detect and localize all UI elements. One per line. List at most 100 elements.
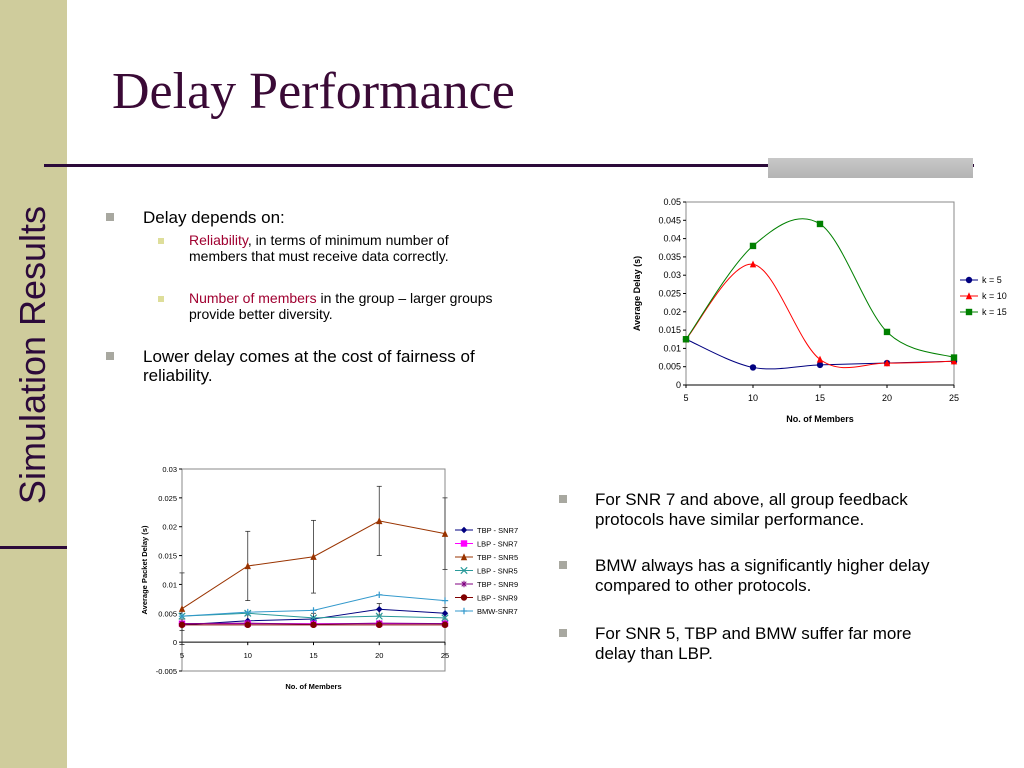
data-point xyxy=(441,597,449,604)
y-tick-label: 0.01 xyxy=(162,580,177,589)
highlight-reliability: Reliability xyxy=(189,232,248,248)
plot-frame xyxy=(181,468,446,672)
legend-label: LBP - SNR7 xyxy=(477,540,518,549)
y-tick-label: 0.03 xyxy=(663,270,681,280)
data-point xyxy=(376,621,383,629)
data-point xyxy=(178,621,186,629)
legend-label: k = 15 xyxy=(982,307,1007,317)
sidebar-rule xyxy=(0,546,67,549)
x-tick-label: 5 xyxy=(180,651,184,660)
data-point xyxy=(883,359,891,367)
bullet-snr5: For SNR 5, TBP and BMW suffer far more xyxy=(595,624,912,643)
y-tick-label: 0.015 xyxy=(658,325,681,335)
legend-label: TBP - SNR9 xyxy=(477,580,518,589)
data-point xyxy=(441,614,449,622)
x-tick-label: 25 xyxy=(949,393,959,403)
legend-label: LBP - SNR5 xyxy=(477,567,518,576)
sub-bullet-members-line2: provide better diversity. xyxy=(189,306,333,322)
legend-label: LBP - SNR9 xyxy=(477,594,518,603)
bullet-marker-icon xyxy=(106,352,114,360)
legend-label: BMW-SNR7 xyxy=(477,607,518,616)
data-point xyxy=(749,364,757,371)
legend-swatch-marker xyxy=(460,607,468,615)
data-point xyxy=(376,606,383,613)
y-tick-label: 0.02 xyxy=(663,307,681,317)
data-point xyxy=(441,529,449,537)
data-point xyxy=(244,562,251,570)
legend-swatch-marker xyxy=(965,308,973,316)
y-tick-label: 0 xyxy=(676,380,681,390)
x-tick-label: 15 xyxy=(309,651,317,660)
data-point xyxy=(883,328,891,336)
y-tick-label: 0.035 xyxy=(658,252,681,262)
corner-decoration xyxy=(768,158,973,178)
legend-swatch-marker xyxy=(460,526,468,534)
y-tick-label: 0 xyxy=(173,638,177,647)
legend-swatch-marker xyxy=(460,594,468,601)
highlight-members: Number of members xyxy=(189,290,317,306)
legend-swatch-marker xyxy=(460,580,468,588)
legend-swatch-marker xyxy=(965,276,973,284)
bullet-marker-icon xyxy=(559,495,567,503)
bullet-marker-icon xyxy=(559,561,567,569)
bullet-bmw-line2: compared to other protocols. xyxy=(595,576,812,595)
sidebar: Simulation Results xyxy=(0,0,67,768)
y-tick-label: 0.03 xyxy=(162,465,177,474)
data-point xyxy=(244,621,251,629)
bullet-marker-icon xyxy=(106,213,114,221)
bullet-snr5-line2: delay than LBP. xyxy=(595,644,713,663)
y-tick-label: 0.025 xyxy=(158,494,177,503)
y-tick-label: 0.05 xyxy=(663,197,681,207)
legend-swatch-marker xyxy=(460,566,468,575)
data-point xyxy=(749,242,757,250)
x-axis-label: No. of Members xyxy=(285,682,341,691)
y-tick-label: 0.005 xyxy=(658,362,681,372)
y-tick-label: 0.015 xyxy=(158,552,177,561)
y-tick-label: 0.01 xyxy=(663,343,681,353)
x-tick-label: 25 xyxy=(441,651,449,660)
legend-swatch-marker xyxy=(460,553,468,561)
data-point xyxy=(309,614,318,622)
x-tick-label: 10 xyxy=(748,393,758,403)
legend-swatch-marker xyxy=(965,292,973,300)
bullet-snr7: For SNR 7 and above, all group feedback xyxy=(595,490,908,509)
legend-swatch-marker xyxy=(460,540,468,547)
y-tick-label: 0.005 xyxy=(158,609,177,618)
x-tick-label: 5 xyxy=(683,393,688,403)
data-point xyxy=(310,553,317,560)
data-point xyxy=(310,621,317,629)
legend-label: k = 10 xyxy=(982,291,1007,301)
sub-bullet-marker-icon xyxy=(158,296,164,302)
data-point xyxy=(178,604,186,612)
packet-delay-snr-chart: -0.005 0 0.005 0.01 0.015 0.02 0.025 0.03 5 10 15 2… xyxy=(140,465,518,691)
data-point xyxy=(376,517,383,525)
data-point xyxy=(816,361,824,369)
sub-bullet-reliability-line2: members that must receive data correctly… xyxy=(189,248,449,264)
sub-bullet-marker-icon xyxy=(158,238,164,244)
data-point xyxy=(816,355,824,363)
y-axis-label: Average Delay (s) xyxy=(632,256,642,331)
title-divider xyxy=(44,164,974,167)
delay-vs-members-chart: 0 0.005 0.01 0.015 0.02 0.025 0.03 0.035 0.04 0.0… xyxy=(632,197,1007,424)
y-tick-label: 0.025 xyxy=(658,289,681,299)
y-tick-label: 0.02 xyxy=(162,523,177,532)
data-point xyxy=(950,357,958,365)
bullet-snr7-line2: protocols have similar performance. xyxy=(595,510,865,529)
x-tick-label: 15 xyxy=(815,393,825,403)
x-tick-label: 10 xyxy=(244,651,252,660)
series-line xyxy=(685,263,955,369)
y-tick-label: -0.005 xyxy=(156,667,177,676)
data-point xyxy=(749,260,757,268)
legend-label: k = 5 xyxy=(982,275,1002,285)
data-point xyxy=(950,354,958,361)
bullet-lower-delay-line2: reliability. xyxy=(143,366,213,385)
data-point xyxy=(376,591,383,599)
data-point xyxy=(375,612,383,620)
bullet-delay-depends: Delay depends on: xyxy=(143,208,285,227)
data-point xyxy=(244,608,251,616)
data-point xyxy=(310,607,317,614)
bullet-lower-delay: Lower delay comes at the cost of fairnes… xyxy=(143,347,475,366)
x-tick-label: 20 xyxy=(882,393,892,403)
data-point xyxy=(441,621,449,629)
y-tick-label: 0.04 xyxy=(663,234,681,244)
